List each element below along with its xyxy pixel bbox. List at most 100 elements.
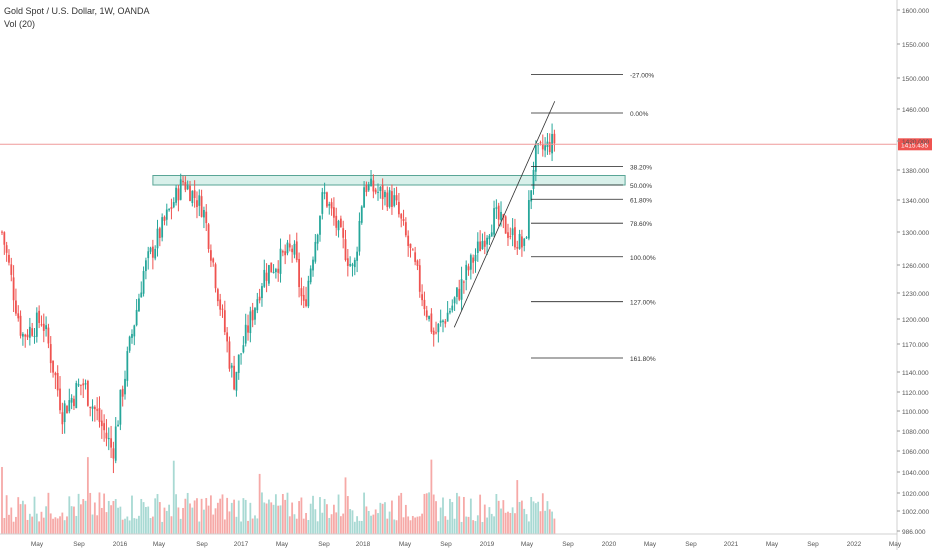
candle-body [244,324,247,344]
volume-bar [12,521,15,534]
time-tick-label: May [766,541,779,548]
candle-body [305,299,307,307]
candle-body [444,321,447,324]
volume-bar [281,493,284,534]
volume-bar [293,514,296,534]
candle-body [504,216,507,234]
volume-bar [346,496,349,534]
volume-bar [66,516,68,534]
candle-body [184,182,187,190]
volume-bar [546,501,549,534]
candle-body [221,308,224,310]
chart-legend: Gold Spot / U.S. Dollar, 1W, OANDA Vol (… [4,5,150,31]
volume-bar [219,498,222,534]
volume-bar [163,507,166,534]
candle-body [154,248,157,259]
price-tick-label: 1100.000 [902,409,929,416]
candle-body [147,251,150,259]
candle-body [140,292,143,298]
price-tick-label: 1002.000 [902,509,929,516]
candle-body [344,239,347,261]
volume-bar [351,510,354,534]
volume-bar [189,503,191,534]
candle-body [31,328,34,336]
candle-body [156,228,159,249]
candle-body [407,235,410,246]
candle-body [274,269,277,273]
volume-bar [335,512,338,534]
candle-body [488,235,491,240]
volume-bars [1,457,556,534]
fibonacci-levels[interactable]: -27.00% 0.00% 38.20% 50.00% 61.80% 78.60% 100.… [531,73,656,363]
volume-bar [209,495,212,534]
volume-bar [82,499,85,534]
candle-body [63,403,66,423]
candle-body [395,195,398,201]
volume-bar [135,518,138,534]
volume-bar [258,473,261,534]
candle-body [28,326,31,338]
volume-bar [240,521,242,534]
volume-bar [168,504,171,534]
price-tick-label: 1020.000 [902,491,929,498]
volume-bar [237,500,240,534]
candle-body [268,265,270,284]
candle-body [428,315,430,320]
candle-body [479,241,482,252]
volume-bar [19,504,22,534]
volume-bar [358,520,361,534]
volume-bar [337,494,340,534]
price-tick-label: 1420.000 [902,139,929,146]
candle-body [456,287,458,297]
candle-body [96,409,99,411]
volume-bar [52,518,54,534]
fib-level-label: 38.20% [630,164,652,171]
volume-bar [156,494,159,534]
volume-bar [360,520,363,534]
volume-bar [140,498,143,534]
candle-body [309,268,312,283]
volume-bar [284,499,287,534]
resistance-zone[interactable] [152,175,626,186]
volume-bar [172,460,175,534]
candle-body [182,180,184,183]
volume-bar [421,513,424,534]
volume-bar [305,512,307,534]
volume-bar [91,514,94,534]
candle-body [530,190,533,202]
trendline[interactable] [453,101,556,328]
candle-body [421,294,424,301]
volume-bar [330,514,333,534]
volume-bar [374,509,377,534]
volume-bar [288,516,291,534]
volume-bar [47,492,50,534]
volume-bar [500,508,502,534]
candle-body [59,388,61,411]
volume-bar [3,517,6,534]
volume-bar [63,520,66,534]
candle-body [38,310,41,323]
last-price-tag-label: 1415.435 [901,142,928,149]
volume-bar [523,508,526,534]
candle-body [358,220,361,252]
candle-body [49,344,52,364]
volume-bar [179,518,182,534]
volume-bar [205,498,208,534]
candle-body [249,311,252,334]
candle-body [5,245,8,253]
volume-bar [449,498,451,534]
volume-bar [40,511,43,534]
candle-body [330,202,333,209]
volume-indicator-label[interactable]: Vol (20) [4,19,36,29]
price-tick-label: 986.000 [902,529,926,536]
volume-bar [107,500,110,534]
volume-bar [316,521,319,534]
candle-body [24,334,27,337]
symbol-title[interactable]: Gold Spot / U.S. Dollar, 1W, OANDA [4,6,150,16]
volume-bar [458,496,461,534]
volume-bar [45,506,47,534]
volume-bar [1,466,3,534]
volume-bar [384,502,386,534]
